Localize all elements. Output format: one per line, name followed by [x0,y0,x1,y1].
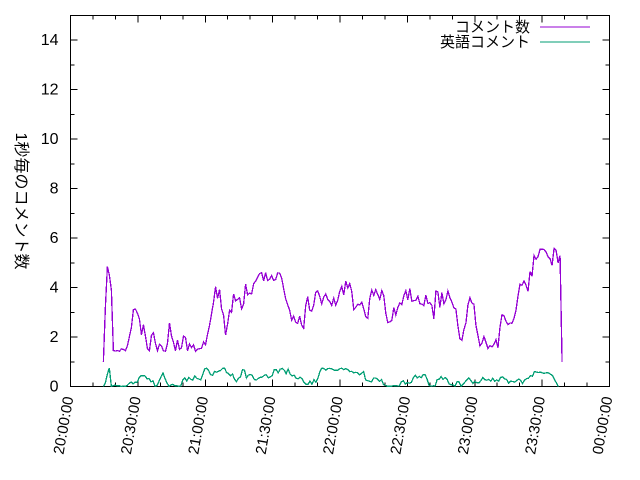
svg-text:英語コメント: 英語コメント [440,33,530,51]
svg-text:10: 10 [41,131,59,148]
svg-text:1秒毎のコメント数: 1秒毎のコメント数 [12,133,30,270]
svg-text:8: 8 [50,181,59,198]
svg-text:4: 4 [50,280,59,297]
svg-text:14: 14 [41,32,59,49]
svg-text:0: 0 [50,379,59,396]
svg-text:12: 12 [41,82,59,99]
svg-text:6: 6 [50,230,59,247]
svg-text:2: 2 [50,329,59,346]
